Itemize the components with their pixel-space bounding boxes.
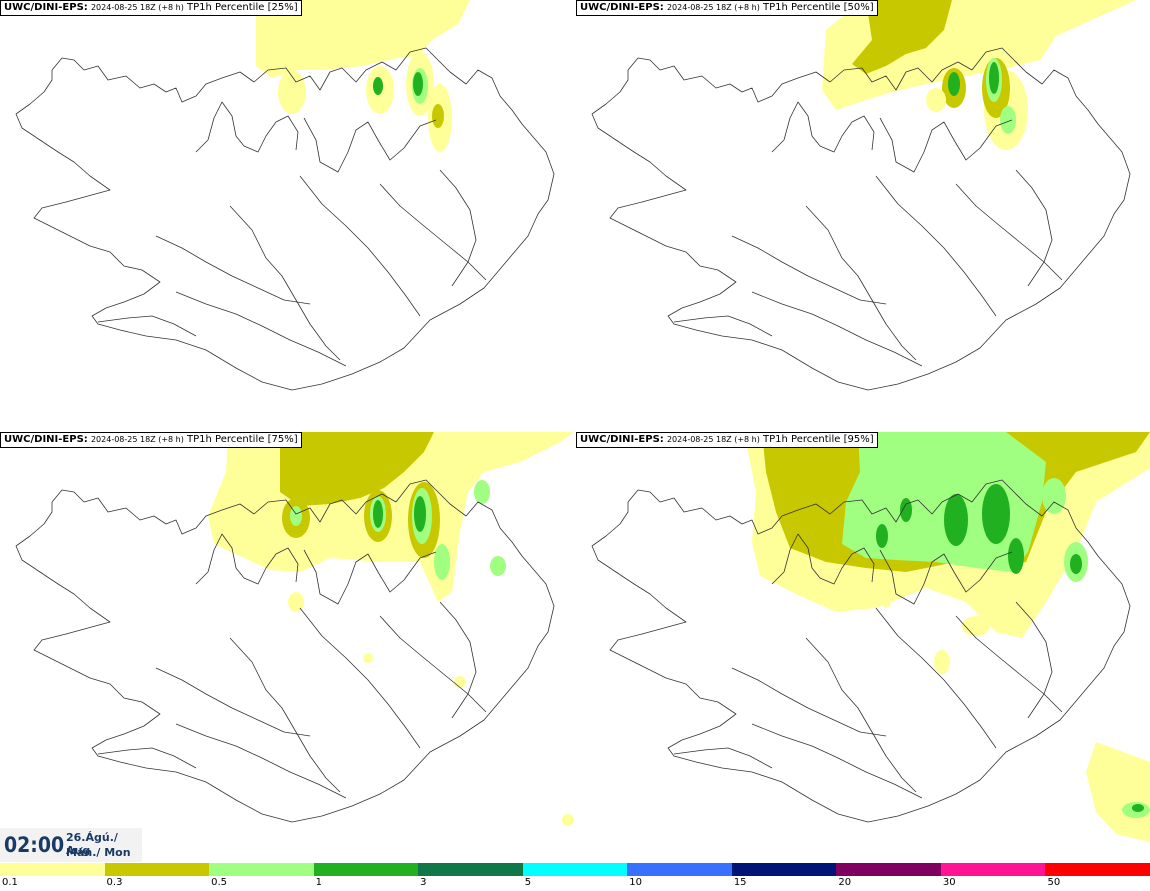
precip-map-p25 xyxy=(15,0,555,391)
color-scale-tick-label: 30 xyxy=(942,877,956,888)
precip-map-p75 xyxy=(15,432,574,826)
panel-title: UWC/DINI-EPS: 2024-08-25 18Z (+8 h) TP1h… xyxy=(576,432,878,448)
panel-title: UWC/DINI-EPS: 2024-08-25 18Z (+8 h) TP1h… xyxy=(0,432,302,448)
color-scale-segment xyxy=(209,863,315,876)
parameter: TP1h Percentile [75%] xyxy=(187,434,298,445)
precip-field xyxy=(256,0,470,152)
color-scale-tick-label: 0.5 xyxy=(211,877,227,888)
precip-field xyxy=(208,432,574,826)
color-scale-segment xyxy=(627,863,733,876)
map-panel-p25: UWC/DINI-EPS: 2024-08-25 18Z (+8 h) TP1h… xyxy=(0,0,574,430)
precip-map-p95 xyxy=(591,432,1150,842)
precip-field xyxy=(744,432,1150,842)
valid-day: Mán./ Mon xyxy=(66,846,131,859)
color-scale-segment xyxy=(940,863,1046,876)
color-scale-segment xyxy=(0,863,106,876)
valid-time-box: 02:00 26.Ágú./ Aug Mán./ Mon xyxy=(0,828,142,862)
model-name: UWC/DINI-EPS xyxy=(4,2,84,13)
valid-time: 02:00 xyxy=(4,833,65,857)
precip-map-p50 xyxy=(591,0,1136,391)
color-scale-segment xyxy=(104,863,210,876)
color-scale-tick-label: 15 xyxy=(733,877,747,888)
panel-title: UWC/DINI-EPS: 2024-08-25 18Z (+8 h) TP1h… xyxy=(576,0,878,16)
color-scale-tick-label: 10 xyxy=(629,877,642,888)
model-name: UWC/DINI-EPS xyxy=(4,434,84,445)
color-scale-segment xyxy=(313,863,419,876)
model-name: UWC/DINI-EPS xyxy=(580,2,660,13)
color-scale-segment xyxy=(1045,863,1150,876)
run-time: 2024-08-25 18Z (+8 h) xyxy=(666,3,760,12)
color-scale-tick-label: 3 xyxy=(420,877,427,888)
run-time: 2024-08-25 18Z (+8 h) xyxy=(90,435,184,444)
map-panel-p75: UWC/DINI-EPS: 2024-08-25 18Z (+8 h) TP1h… xyxy=(0,432,574,862)
map-panel-p95: UWC/DINI-EPS: 2024-08-25 18Z (+8 h) TP1h… xyxy=(576,432,1150,862)
parameter: TP1h Percentile [95%] xyxy=(763,434,874,445)
color-scale-segment xyxy=(418,863,524,876)
parameter: TP1h Percentile [25%] xyxy=(187,2,298,13)
color-scale-tick-label: 1 xyxy=(315,877,322,888)
precip-field xyxy=(822,0,1136,150)
model-name: UWC/DINI-EPS xyxy=(580,434,660,445)
color-scale-tick-label: 0.3 xyxy=(106,877,123,888)
color-scale-segment xyxy=(731,863,837,876)
valid-date: 26.Ágú./ Aug xyxy=(66,831,118,857)
run-time: 2024-08-25 18Z (+8 h) xyxy=(666,435,760,444)
color-scale-segment xyxy=(522,863,628,876)
color-scale-tick-label: 0.1 xyxy=(2,877,18,888)
map-panel-p50: UWC/DINI-EPS: 2024-08-25 18Z (+8 h) TP1h… xyxy=(576,0,1150,430)
run-time: 2024-08-25 18Z (+8 h) xyxy=(90,3,184,12)
panel-title: UWC/DINI-EPS: 2024-08-25 18Z (+8 h) TP1h… xyxy=(0,0,302,16)
color-scale-tick-label: 20 xyxy=(838,877,852,888)
color-scale-tick-label: 50 xyxy=(1047,877,1061,888)
color-scale-segment xyxy=(836,863,942,876)
color-scale-tick-label: 5 xyxy=(524,877,532,888)
parameter: TP1h Percentile [50%] xyxy=(763,2,874,13)
color-scale xyxy=(0,863,1150,876)
color-scale-ticks: 0.1 0.3 0.5 1 3 5 10 15 20 30 50 xyxy=(0,877,1150,891)
